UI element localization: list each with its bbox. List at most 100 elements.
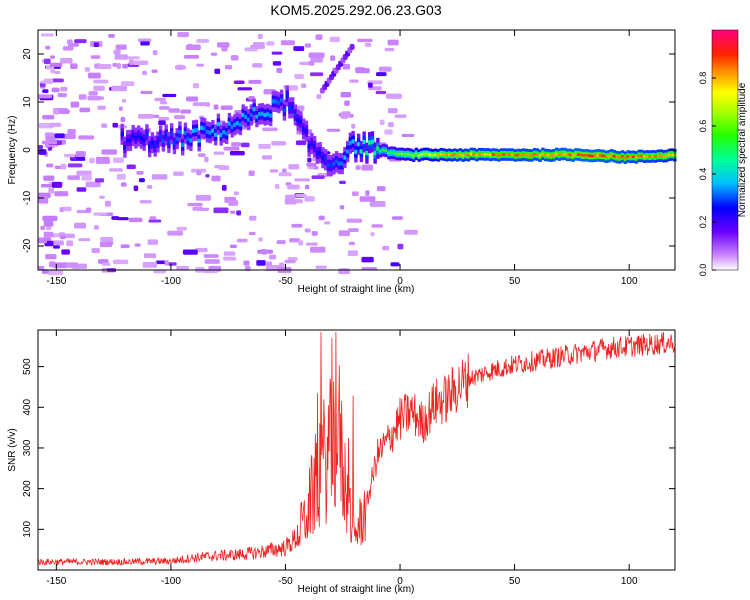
ridge-core-cell bbox=[156, 139, 160, 145]
spectrogram-noise-cell bbox=[118, 106, 123, 111]
ridge-core-cell bbox=[387, 151, 391, 155]
spectrogram-noise-cell bbox=[308, 52, 325, 58]
ridge-core-cell bbox=[351, 139, 355, 144]
ridge-core-cell bbox=[169, 131, 174, 136]
spectrogram-noise-cell bbox=[223, 256, 237, 261]
spectrogram-noise-cell bbox=[74, 39, 87, 44]
ridge-core-cell bbox=[274, 99, 278, 104]
spectrogram-noise-cell bbox=[298, 240, 304, 246]
ridge-core-cell bbox=[216, 122, 221, 127]
spectrogram-noise-cell bbox=[61, 206, 72, 212]
spectrogram-noise-cell bbox=[278, 172, 292, 177]
spectrogram-noise-cell bbox=[42, 89, 49, 93]
spectrogram-noise-cell bbox=[137, 114, 154, 119]
spectrogram-noise-cell bbox=[128, 217, 143, 223]
ridge-core-cell bbox=[337, 161, 342, 166]
ridge-core-cell bbox=[508, 153, 512, 156]
spectrogram-noise-cell bbox=[46, 226, 52, 231]
spectrogram-noise-cell bbox=[304, 228, 311, 233]
spectrogram-noise-cell bbox=[338, 230, 350, 237]
ridge-core-cell bbox=[420, 153, 424, 156]
spectrogram-noise-cell bbox=[112, 259, 129, 265]
snr-y-label: SNR (v/v) bbox=[7, 428, 18, 471]
spectrogram-noise-cell bbox=[204, 259, 220, 264]
spectrogram-noise-cell bbox=[316, 94, 322, 100]
spectrogram-noise-cell bbox=[67, 163, 83, 168]
spectrogram-noise-cell bbox=[295, 194, 307, 198]
ridge-core-cell bbox=[414, 152, 419, 156]
spectrogram-noise-cell bbox=[154, 97, 166, 102]
ridge-core-cell bbox=[477, 152, 482, 156]
spectrogram-noise-cell bbox=[233, 191, 239, 196]
spectrogram-noise-cell bbox=[192, 206, 204, 211]
ridge-core-cell bbox=[626, 155, 630, 158]
ridge-core-cell bbox=[202, 126, 207, 131]
spectrogram-noise-cell bbox=[391, 216, 403, 220]
ridge-core-cell bbox=[483, 153, 487, 156]
ridge-core-cell bbox=[604, 155, 608, 159]
spectrogram-noise-cell bbox=[42, 115, 55, 120]
ridge-core-cell bbox=[145, 132, 149, 137]
ridge-core-cell bbox=[252, 107, 256, 112]
spectrogram-noise-cell bbox=[162, 93, 177, 98]
spectrogram-noise-cell bbox=[397, 243, 404, 250]
spectrogram-noise-cell bbox=[223, 251, 236, 256]
spectrogram-noise-cell bbox=[38, 238, 48, 244]
spectrogram-noise-cell bbox=[351, 191, 359, 196]
spectrogram-noise-cell bbox=[224, 64, 233, 70]
spectrogram-noise-cell bbox=[359, 196, 376, 202]
ridge-core-cell bbox=[230, 124, 234, 130]
spectrogram-noise-cell bbox=[324, 221, 331, 225]
spectrogram-cells bbox=[38, 32, 418, 276]
spectrogram-noise-cell bbox=[40, 183, 53, 188]
ridge-core-cell bbox=[664, 154, 669, 158]
ridge-core-cell bbox=[403, 153, 408, 156]
ridge-core-cell bbox=[365, 151, 369, 156]
ridge-core-cell bbox=[315, 151, 320, 156]
ridge-core-cell bbox=[279, 98, 284, 103]
spectrogram-noise-cell bbox=[344, 100, 350, 106]
spectrogram-noise-cell bbox=[54, 191, 69, 197]
ridge-core-cell bbox=[601, 154, 606, 158]
spectrogram-noise-cell bbox=[121, 98, 127, 103]
spectrogram-noise-cell bbox=[78, 238, 91, 242]
spectrogram-noise-cell bbox=[266, 261, 272, 267]
ridge-core-cell bbox=[530, 154, 534, 157]
ridge-core-cell bbox=[439, 152, 443, 156]
spectrogram-noise-cell bbox=[155, 260, 167, 265]
ridge-core-cell bbox=[189, 138, 193, 143]
ridge-core-cell bbox=[560, 152, 564, 156]
ridge-core-cell bbox=[186, 136, 190, 142]
spectrogram-noise-cell bbox=[351, 123, 356, 129]
spectrogram-noise-cell bbox=[46, 163, 54, 168]
spectrogram-noise-cell bbox=[253, 41, 265, 46]
ridge-core-cell bbox=[538, 154, 542, 157]
spectrogram-noise-cell bbox=[386, 93, 402, 99]
spectrogram-noise-cell bbox=[38, 145, 44, 150]
ridge-core-cell bbox=[277, 100, 281, 105]
spectrogram-noise-cell bbox=[38, 149, 47, 155]
spectrogram-noise-cell bbox=[132, 60, 149, 65]
spectrogram-noise-cell bbox=[76, 187, 87, 192]
ridge-core-cell bbox=[524, 153, 529, 157]
spectrogram-x-label: Height of straight line (km) bbox=[298, 284, 415, 295]
ridge-core-cell bbox=[310, 141, 314, 146]
spectrogram-noise-cell bbox=[136, 170, 144, 175]
ridge-core-cell bbox=[301, 126, 306, 132]
spectrogram-noise-cell bbox=[221, 46, 228, 52]
spectrogram-noise-cell bbox=[50, 240, 64, 246]
spectrogram-noise-cell bbox=[70, 101, 80, 108]
ridge-core-cell bbox=[532, 152, 537, 156]
spectrogram-noise-cell bbox=[143, 253, 157, 259]
spectrogram-noise-cell bbox=[38, 199, 49, 204]
ridge-core-cell bbox=[568, 153, 573, 157]
ridge-core-cell bbox=[662, 155, 666, 158]
ridge-core-cell bbox=[552, 153, 556, 157]
spectrogram-noise-cell bbox=[57, 93, 67, 98]
ridge-core-cell bbox=[502, 153, 507, 156]
ridge-core-cell bbox=[304, 129, 309, 134]
ridge-core-cell bbox=[343, 155, 347, 160]
spectrogram-noise-cell bbox=[229, 150, 245, 156]
spectrogram-noise-cell bbox=[113, 49, 121, 55]
ridge-core-cell bbox=[497, 154, 501, 157]
